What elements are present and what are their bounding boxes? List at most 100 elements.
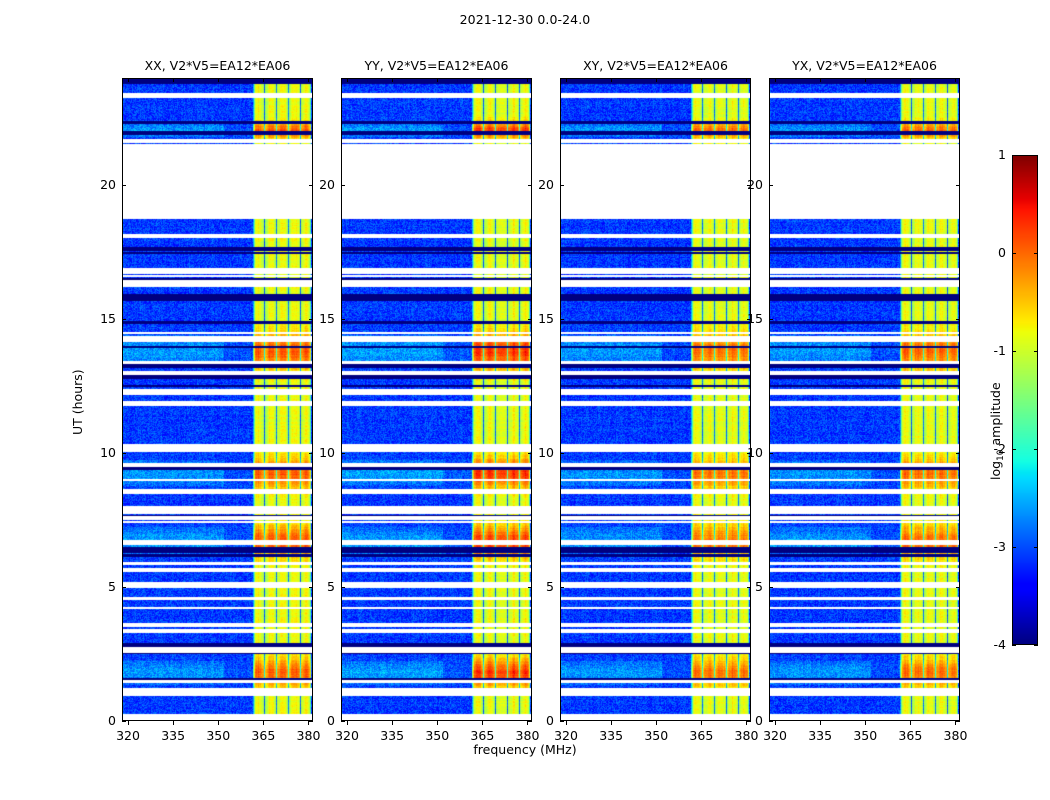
x-tick (746, 721, 748, 725)
x-tick-top (656, 78, 658, 82)
y-tick-right (309, 185, 313, 187)
x-tick-top (566, 78, 568, 82)
y-tick-label: 0 (755, 713, 763, 728)
y-tick (769, 587, 773, 589)
y-tick (560, 721, 564, 722)
x-tick-top (701, 78, 703, 82)
y-tick (341, 453, 345, 455)
y-tick-right (528, 319, 532, 321)
y-tick (560, 587, 564, 589)
x-tick-label: 320 (116, 728, 140, 743)
x-tick-top (128, 78, 130, 82)
y-tick-label: 5 (108, 579, 116, 595)
y-tick-right (956, 587, 960, 589)
x-tick-top (775, 78, 777, 82)
x-tick-label: 365 (470, 728, 495, 743)
spectrum-panel-xy: XY, V2*V5=EA12*EA06 (560, 58, 751, 721)
x-tick (701, 721, 703, 725)
y-tick-right (956, 453, 960, 455)
waterfall-image-xx (122, 78, 313, 721)
colorbar-tick-label: 1 (998, 147, 1006, 162)
x-tick-label: 350 (644, 728, 669, 743)
x-tick-top (482, 78, 484, 82)
x-tick-label: 380 (734, 728, 759, 743)
x-tick (656, 721, 658, 725)
colorbar-tick-right (1034, 155, 1038, 156)
x-tick-label: 335 (808, 728, 833, 743)
panel-title-xy: XY, V2*V5=EA12*EA06 (583, 58, 728, 73)
x-tick-top (218, 78, 220, 82)
colorbar-label-rest: amplitude (988, 382, 1003, 450)
y-tick-label: 0 (546, 713, 554, 728)
x-tick-label: 335 (599, 728, 624, 743)
colorbar-tick-label: 0 (998, 245, 1006, 260)
y-tick (122, 319, 126, 321)
x-tick-top (263, 78, 265, 82)
y-tick (560, 319, 564, 321)
x-tick-label: 335 (161, 728, 186, 743)
colorbar-tick (1012, 547, 1016, 548)
y-tick-right (747, 721, 751, 722)
y-tick (769, 319, 773, 321)
x-tick-label: 320 (554, 728, 578, 743)
y-tick-right (747, 319, 751, 321)
y-axis-label: UT (hours) (70, 368, 85, 435)
y-tick-right (747, 587, 751, 589)
x-tick-top (820, 78, 822, 82)
y-tick-right (528, 453, 532, 455)
colorbar-tick-right (1034, 449, 1038, 450)
y-tick-right (309, 587, 313, 589)
x-tick (437, 721, 439, 725)
x-tick-top (611, 78, 613, 82)
x-tick (347, 721, 349, 725)
panel-title-yy: YY, V2*V5=EA12*EA06 (364, 58, 509, 73)
x-tick-label: 350 (853, 728, 878, 743)
colorbar-label-sub: 10 (995, 449, 1006, 461)
y-tick-label: 20 (100, 177, 116, 193)
y-tick-right (956, 319, 960, 321)
x-tick-top (347, 78, 349, 82)
y-tick-right (747, 453, 751, 455)
x-tick-label: 365 (251, 728, 276, 743)
x-tick-label: 365 (898, 728, 923, 743)
y-tick (341, 587, 345, 589)
panel-title-yx: YX, V2*V5=EA12*EA06 (792, 58, 937, 73)
colorbar-label-base: log (988, 460, 1003, 480)
x-tick-top (955, 78, 957, 82)
y-tick-label: 15 (100, 311, 116, 327)
colorbar-tick-right (1034, 547, 1038, 548)
waterfall-image-xy (560, 78, 751, 721)
colorbar-tick-label: -4 (993, 637, 1006, 652)
x-axis-label: frequency (MHz) (473, 742, 577, 757)
x-tick-label: 380 (515, 728, 540, 743)
colorbar-tick (1012, 449, 1016, 450)
x-tick (128, 721, 130, 725)
colorbar-tick-label: -1 (993, 343, 1006, 358)
y-tick-label: 5 (546, 579, 554, 595)
colorbar-tick (1012, 645, 1016, 646)
x-tick (820, 721, 822, 725)
x-tick-top (865, 78, 867, 82)
x-tick (392, 721, 394, 725)
y-tick (769, 453, 773, 455)
y-tick (769, 721, 773, 722)
colorbar (1012, 155, 1038, 645)
y-tick-label: 15 (747, 311, 763, 327)
x-tick (775, 721, 777, 725)
x-tick-top (910, 78, 912, 82)
panel-title-xx: XX, V2*V5=EA12*EA06 (144, 58, 291, 73)
y-tick-label: 10 (319, 445, 335, 461)
x-tick-top (392, 78, 394, 82)
y-tick-label: 10 (100, 445, 116, 461)
y-tick-right (956, 721, 960, 722)
x-tick-top (746, 78, 748, 82)
x-tick-top (173, 78, 175, 82)
y-tick-label: 20 (538, 177, 554, 193)
x-tick (527, 721, 529, 725)
x-tick-label: 335 (380, 728, 405, 743)
colorbar-tick (1012, 155, 1016, 156)
y-tick-label: 20 (747, 177, 763, 193)
x-tick (218, 721, 220, 725)
x-tick-label: 350 (425, 728, 450, 743)
y-tick-label: 10 (538, 445, 554, 461)
